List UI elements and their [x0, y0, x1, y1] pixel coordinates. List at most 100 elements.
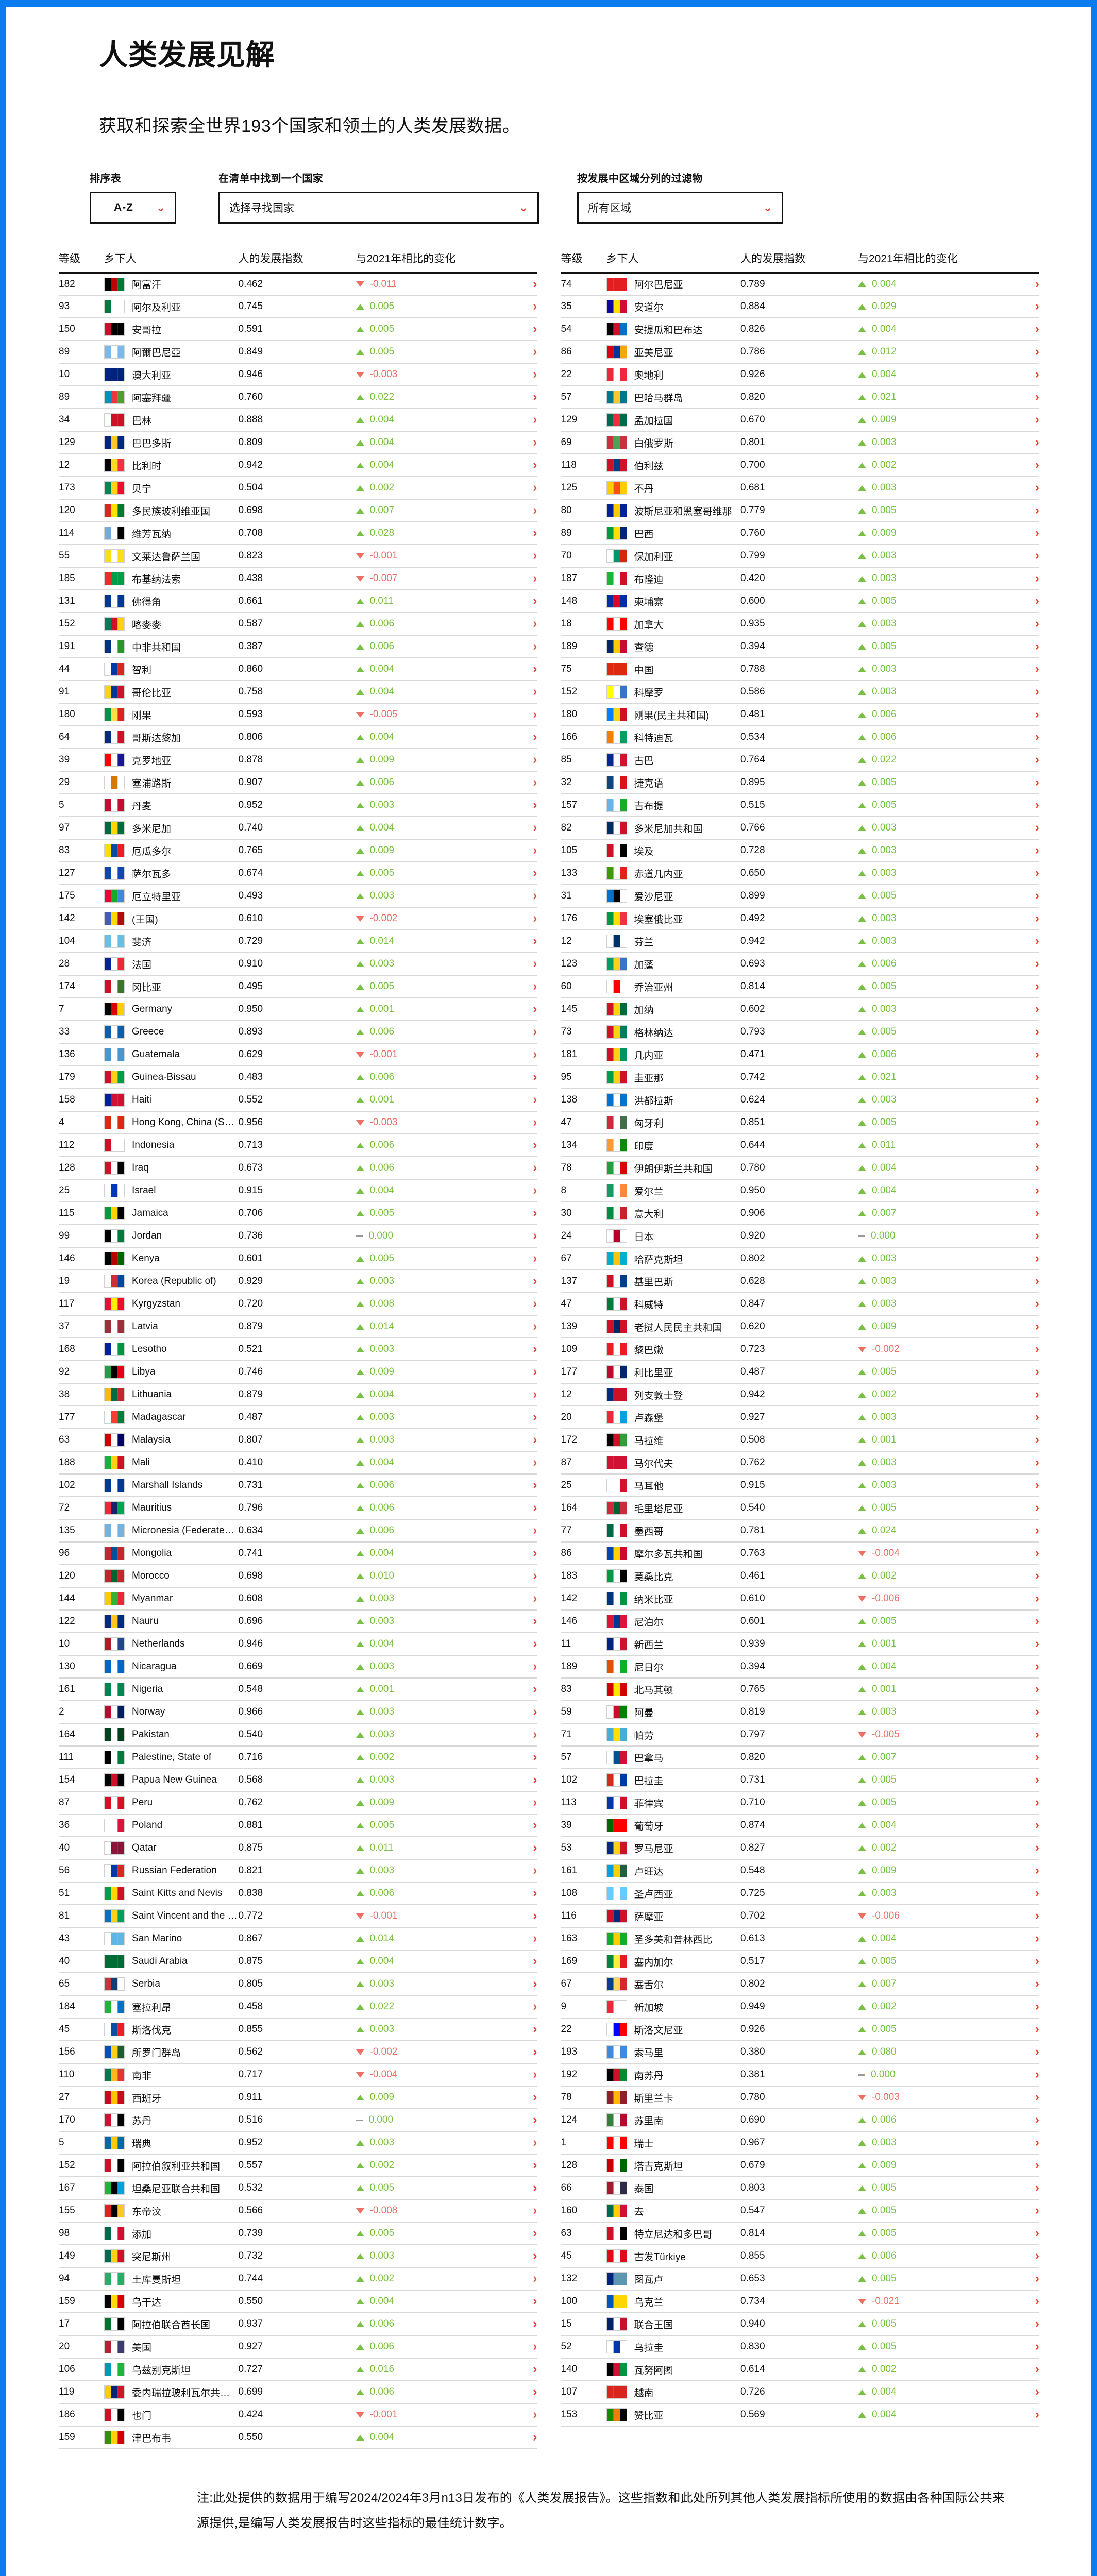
cell-detail-link[interactable]: › — [1007, 2358, 1039, 2381]
chevron-right-icon[interactable]: › — [1035, 2226, 1039, 2240]
cell-detail-link[interactable]: › — [1007, 1587, 1039, 1611]
table-row[interactable]: 5 丹麦 0.952 0.003 › — [59, 794, 537, 817]
table-row[interactable]: 70 保加利亚 0.799 0.003 › — [561, 545, 1039, 568]
table-row[interactable]: 123 加蓬 0.693 0.006 › — [561, 953, 1039, 976]
chevron-right-icon[interactable]: › — [533, 1954, 537, 1968]
table-row[interactable]: 157 吉布提 0.515 0.005 › — [561, 794, 1039, 817]
cell-detail-link[interactable]: › — [1007, 590, 1039, 613]
chevron-right-icon[interactable]: › — [533, 1908, 537, 1923]
cell-detail-link[interactable]: › — [1007, 1270, 1039, 1293]
chevron-right-icon[interactable]: › — [1035, 1274, 1039, 1288]
chevron-right-icon[interactable]: › — [1035, 457, 1039, 472]
cell-detail-link[interactable]: › — [1007, 885, 1039, 908]
cell-detail-link[interactable]: › — [505, 1565, 537, 1588]
table-row[interactable]: 89 巴西 0.760 0.009 › — [561, 522, 1039, 545]
table-row[interactable]: 7 Germany 0.950 0.001 › — [59, 998, 537, 1021]
chevron-right-icon[interactable]: › — [1035, 2384, 1039, 2399]
table-row[interactable]: 109 黎巴嫩 0.723 -0.002 › — [561, 1338, 1039, 1361]
table-row[interactable]: 39 克罗地亚 0.878 0.009 › — [59, 749, 537, 772]
cell-detail-link[interactable]: › — [505, 658, 537, 681]
table-row[interactable]: 69 白俄罗斯 0.801 0.003 › — [561, 431, 1039, 454]
chevron-right-icon[interactable]: › — [1035, 412, 1039, 427]
cell-detail-link[interactable]: › — [1007, 1995, 1039, 2019]
chevron-right-icon[interactable]: › — [533, 1092, 537, 1107]
table-row[interactable]: 52 乌拉圭 0.830 0.005 › — [561, 2335, 1039, 2359]
cell-detail-link[interactable]: › — [505, 567, 537, 590]
cell-detail-link[interactable]: › — [505, 2041, 537, 2064]
sort-select[interactable]: A-Z ⌄ — [90, 192, 176, 224]
table-row[interactable]: 92 Libya 0.746 0.009 › — [59, 1361, 537, 1384]
table-row[interactable]: 40 Saudi Arabia 0.875 0.004 › — [59, 1950, 537, 1973]
table-row[interactable]: 125 不丹 0.681 0.003 › — [561, 477, 1039, 500]
cell-detail-link[interactable]: › — [505, 998, 537, 1021]
cell-detail-link[interactable]: › — [1007, 499, 1039, 522]
cell-detail-link[interactable]: › — [505, 1202, 537, 1225]
chevron-right-icon[interactable]: › — [533, 911, 537, 925]
table-row[interactable]: 102 Marshall Islands 0.731 0.006 › — [59, 1474, 537, 1497]
cell-detail-link[interactable]: › — [1007, 2313, 1039, 2336]
cell-detail-link[interactable]: › — [505, 635, 537, 658]
table-row[interactable]: 44 智利 0.860 0.004 › — [59, 658, 537, 681]
chevron-right-icon[interactable]: › — [1035, 1319, 1039, 1333]
table-row[interactable]: 191 中非共和国 0.387 0.006 › — [59, 635, 537, 658]
cell-detail-link[interactable]: › — [505, 703, 537, 726]
cell-detail-link[interactable]: › — [505, 2335, 537, 2359]
cell-detail-link[interactable]: › — [1007, 2041, 1039, 2064]
table-row[interactable]: 127 萨尔瓦多 0.674 0.005 › — [59, 862, 537, 885]
table-row[interactable]: 174 冈比亚 0.495 0.005 › — [59, 975, 537, 998]
chevron-right-icon[interactable]: › — [1035, 1002, 1039, 1016]
cell-detail-link[interactable]: › — [505, 2313, 537, 2336]
chevron-right-icon[interactable]: › — [1035, 1410, 1039, 1424]
chevron-right-icon[interactable]: › — [533, 662, 537, 676]
chevron-right-icon[interactable]: › — [533, 1387, 537, 1401]
chevron-right-icon[interactable]: › — [1035, 911, 1039, 925]
cell-detail-link[interactable]: › — [505, 341, 537, 364]
table-row[interactable]: 83 北马其顿 0.765 0.001 › — [561, 1678, 1039, 1701]
table-row[interactable]: 86 摩尔多瓦共和国 0.763 -0.004 › — [561, 1542, 1039, 1565]
chevron-right-icon[interactable]: › — [1035, 276, 1039, 291]
chevron-right-icon[interactable]: › — [533, 1296, 537, 1311]
chevron-right-icon[interactable]: › — [1035, 299, 1039, 313]
cell-detail-link[interactable]: › — [505, 1882, 537, 1905]
chevron-right-icon[interactable]: › — [1035, 956, 1039, 971]
table-row[interactable]: 145 加纳 0.602 0.003 › — [561, 998, 1039, 1021]
chevron-right-icon[interactable]: › — [533, 1342, 537, 1356]
table-row[interactable]: 89 阿塞拜疆 0.760 0.022 › — [59, 386, 537, 409]
table-row[interactable]: 57 巴哈马群岛 0.820 0.021 › — [561, 386, 1039, 409]
chevron-right-icon[interactable]: › — [533, 843, 537, 857]
chevron-right-icon[interactable]: › — [533, 2248, 537, 2263]
chevron-right-icon[interactable]: › — [1035, 2022, 1039, 2036]
chevron-right-icon[interactable]: › — [533, 2430, 537, 2444]
table-row[interactable]: 94 土库曼斯坦 0.744 0.002 › — [59, 2267, 537, 2291]
cell-detail-link[interactable]: › — [505, 975, 537, 998]
chevron-right-icon[interactable]: › — [1035, 1750, 1039, 1764]
cell-detail-link[interactable]: › — [505, 749, 537, 772]
table-row[interactable]: 99 Jordan 0.736 0.000 › — [59, 1225, 537, 1248]
chevron-right-icon[interactable]: › — [1035, 1591, 1039, 1605]
cell-detail-link[interactable]: › — [1007, 1293, 1039, 1316]
table-row[interactable]: 5 瑞典 0.952 0.003 › — [59, 2131, 537, 2155]
chevron-right-icon[interactable]: › — [533, 616, 537, 631]
table-row[interactable]: 36 Poland 0.881 0.005 › — [59, 1814, 537, 1837]
cell-detail-link[interactable]: › — [505, 1406, 537, 1429]
table-row[interactable]: 33 Greece 0.893 0.006 › — [59, 1021, 537, 1044]
table-row[interactable]: 124 苏里南 0.690 0.006 › — [561, 2109, 1039, 2132]
table-row[interactable]: 156 所罗门群岛 0.562 -0.002 › — [59, 2041, 537, 2064]
cell-detail-link[interactable]: › — [1007, 431, 1039, 454]
col-header-rank[interactable]: 等级 — [561, 250, 606, 274]
cell-detail-link[interactable]: › — [505, 1293, 537, 1316]
chevron-right-icon[interactable]: › — [1035, 1795, 1039, 1809]
table-row[interactable]: 74 阿尔巴尼亚 0.789 0.004 › — [561, 273, 1039, 296]
table-row[interactable]: 22 奥地利 0.926 0.004 › — [561, 363, 1039, 386]
chevron-right-icon[interactable]: › — [533, 2044, 537, 2059]
table-row[interactable]: 180 刚果 0.593 -0.005 › — [59, 703, 537, 726]
cell-detail-link[interactable]: › — [505, 1927, 537, 1951]
cell-detail-link[interactable]: › — [505, 273, 537, 296]
cell-detail-link[interactable]: › — [1007, 1021, 1039, 1044]
chevron-right-icon[interactable]: › — [1035, 480, 1039, 495]
cell-detail-link[interactable]: › — [505, 1451, 537, 1475]
table-row[interactable]: 158 Haiti 0.552 0.001 › — [59, 1089, 537, 1112]
table-row[interactable]: 24 日本 0.920 0.000 › — [561, 1225, 1039, 1248]
chevron-right-icon[interactable]: › — [1035, 934, 1039, 948]
